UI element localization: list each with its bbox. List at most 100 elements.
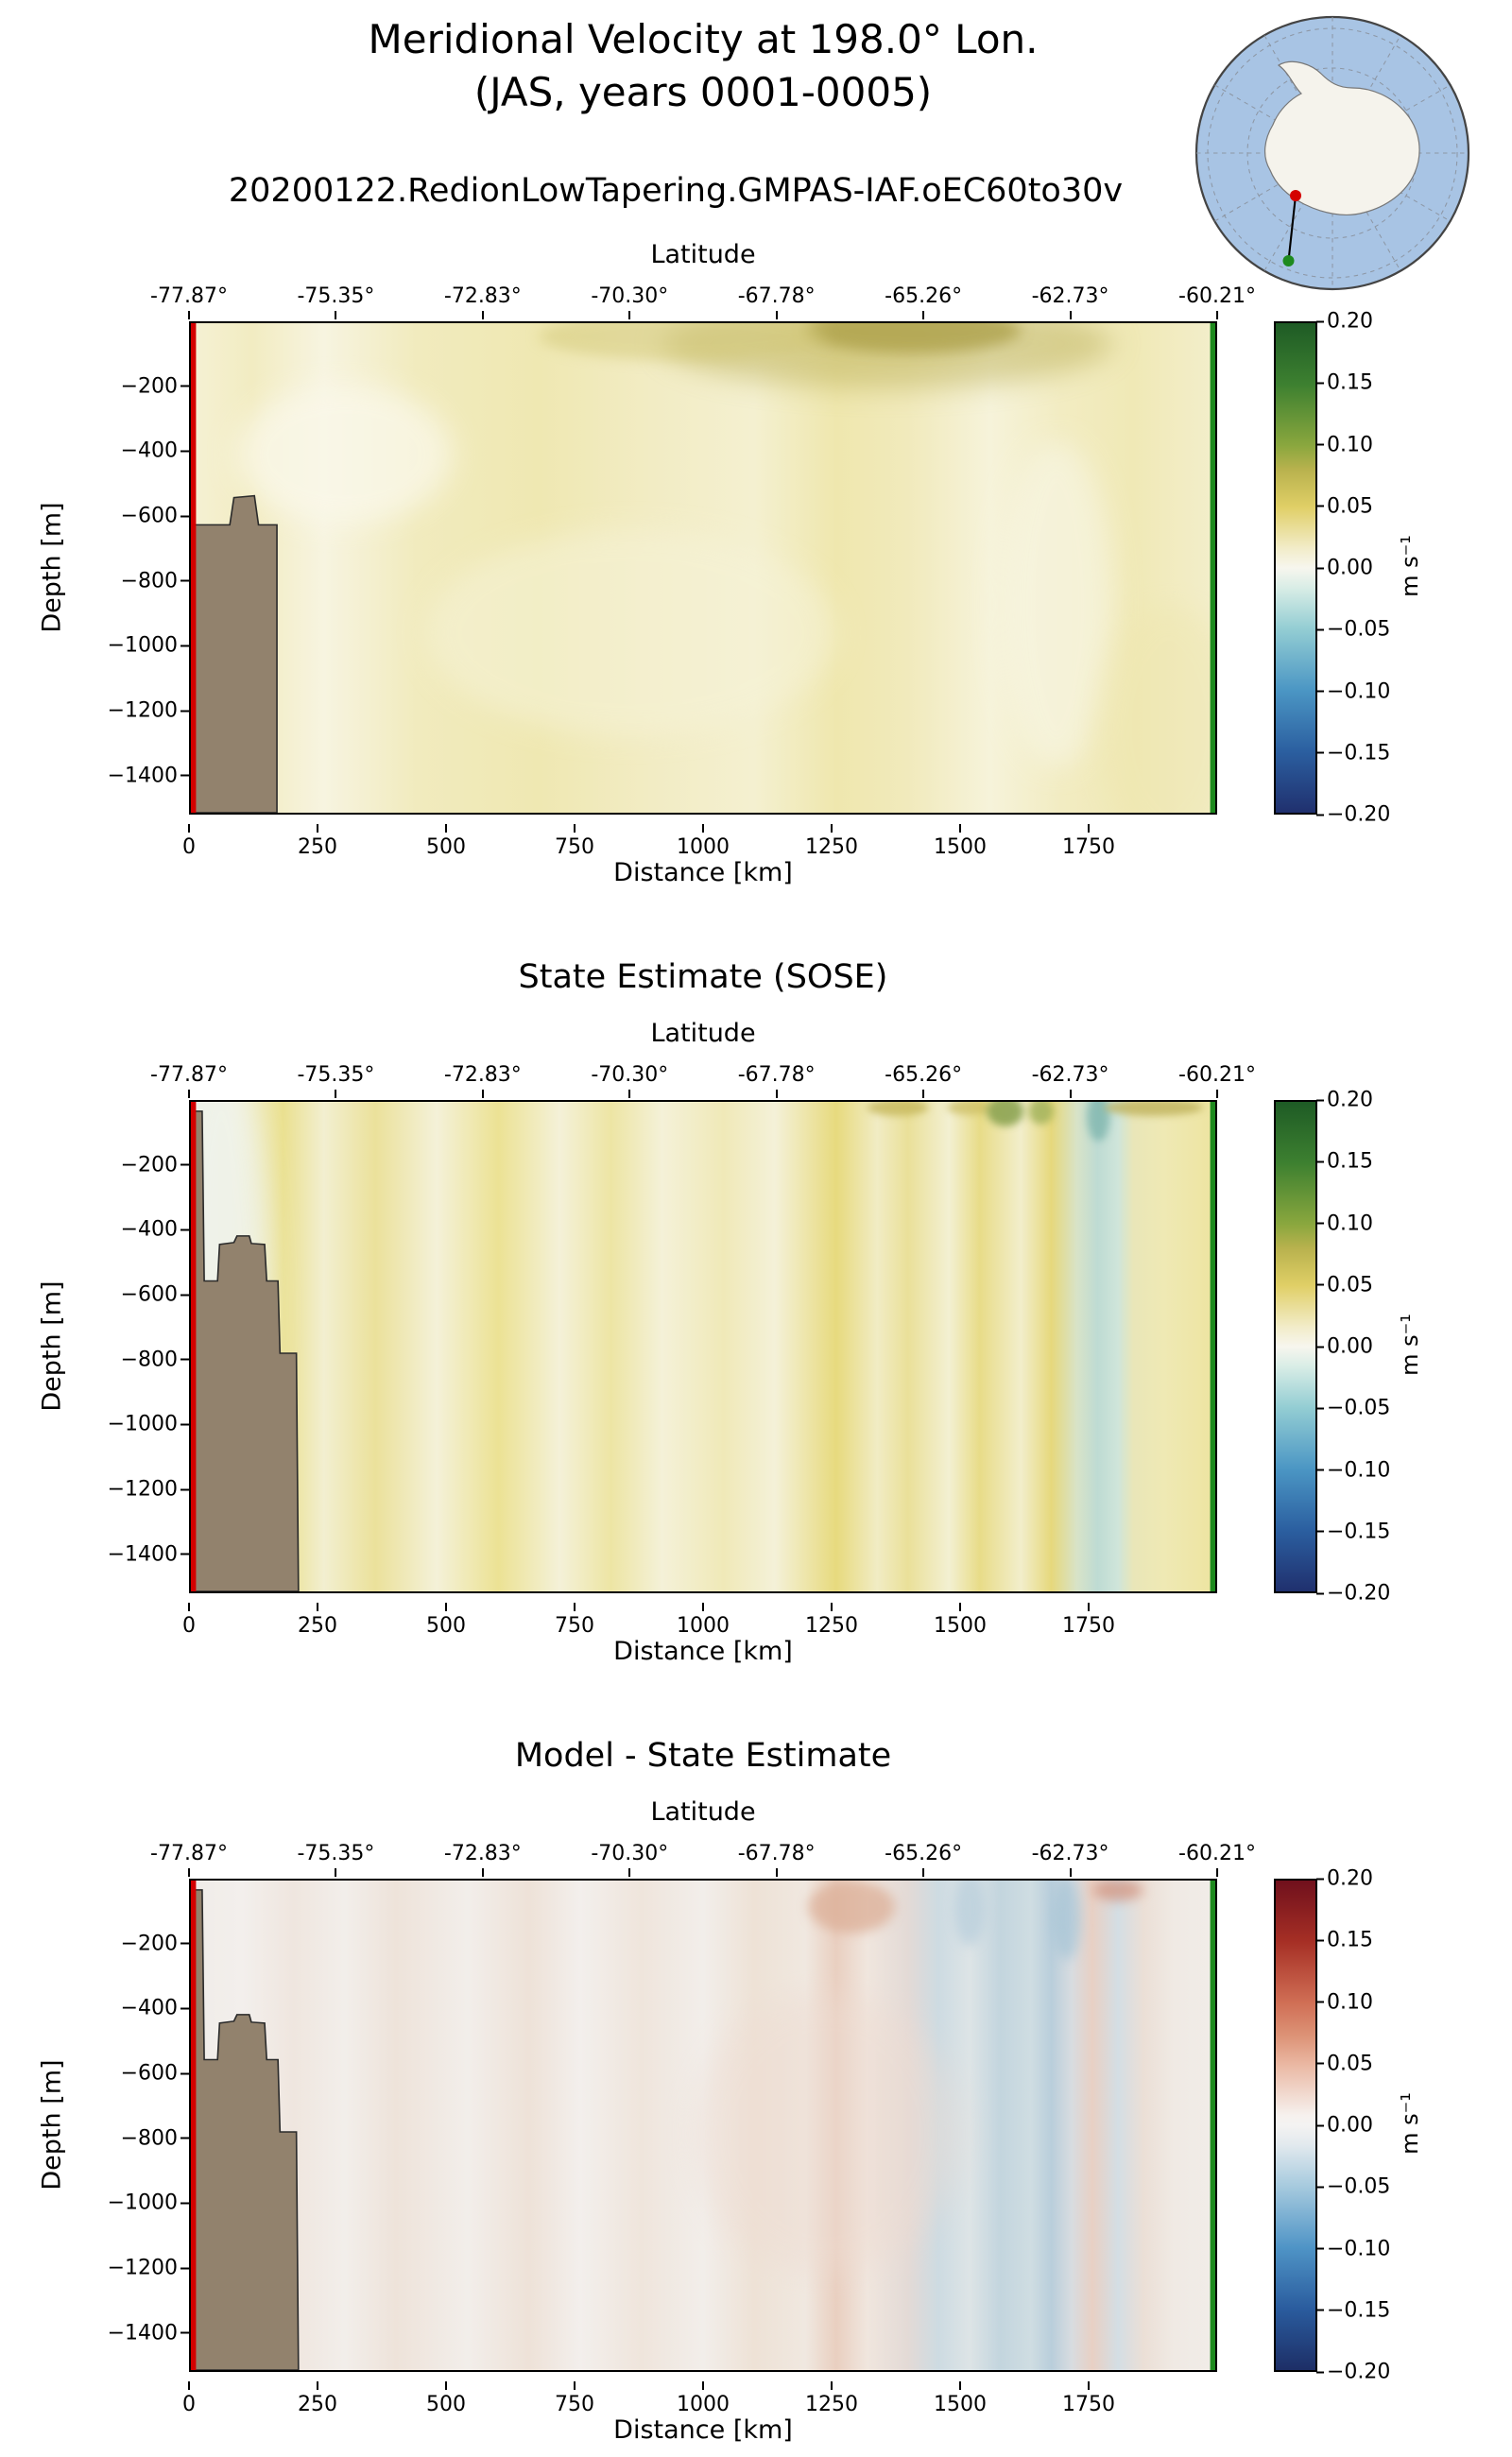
distance-tick-label: 1000 xyxy=(677,824,730,859)
distance-tick-label: 0 xyxy=(182,2381,196,2416)
depth-tick-label: −1200 xyxy=(107,1477,190,1502)
velocity-field-sose xyxy=(191,1102,1215,1591)
colorbar-tick-label: 0.05 xyxy=(1316,2052,1373,2076)
colorbar-tick-label: −0.15 xyxy=(1315,2298,1391,2323)
depth-tick-label: −400 xyxy=(120,1217,190,1242)
transect-line xyxy=(1287,195,1297,262)
depth-tick-label: −1200 xyxy=(107,2256,190,2280)
depth-axis-title-sose: Depth [m] xyxy=(37,1280,67,1412)
depth-tick-label: −600 xyxy=(120,1282,190,1307)
distance-tick-label: 1250 xyxy=(805,824,858,859)
latitude-tick-label: -75.35° xyxy=(297,1063,375,1098)
latitude-tick-label: -77.87° xyxy=(150,1063,228,1098)
colorbar-tick-label: 0.00 xyxy=(1316,2113,1373,2138)
distance-tick-label: 1750 xyxy=(1062,824,1115,859)
latitude-tick-label: -70.30° xyxy=(591,1842,669,1877)
colorbar-unit-diff: m s⁻¹ xyxy=(1397,2092,1423,2155)
transect-start-marker-line xyxy=(191,1881,197,2370)
latitude-tick-label: -70.30° xyxy=(591,1063,669,1098)
transect-start-dot xyxy=(1290,190,1301,201)
distance-tick-labels-diff: 0 250 500 750 1000 1250 1500 1750 xyxy=(182,2381,1217,2416)
distance-tick-label: 500 xyxy=(426,2381,466,2416)
transect-start-marker-line xyxy=(191,323,197,813)
colorbar-tick-label: −0.10 xyxy=(1315,2237,1391,2260)
depth-tick-label: −1000 xyxy=(107,2191,190,2215)
latitude-axis-title-sose: Latitude xyxy=(650,1019,756,1048)
latitude-tick-label: -70.30° xyxy=(591,284,669,319)
colorbar-tick-label: −0.05 xyxy=(1315,617,1391,642)
colorbar-tick-label: −0.05 xyxy=(1315,1396,1391,1420)
colorbar-tick-label: −0.15 xyxy=(1315,1520,1391,1544)
latitude-tick-label: -77.87° xyxy=(150,284,228,319)
distance-tick-label: 750 xyxy=(555,2381,594,2416)
latitude-tick-label: -62.73° xyxy=(1031,1063,1109,1098)
depth-tick-label: −200 xyxy=(120,374,190,399)
distance-tick-label: 0 xyxy=(182,824,196,859)
depth-tick-label: −200 xyxy=(120,1932,190,1956)
colorbar-tick-label: −0.20 xyxy=(1315,1581,1391,1606)
latitude-tick-label: -65.26° xyxy=(885,284,963,319)
depth-tick-label: −400 xyxy=(120,1996,190,2020)
bathymetry-sose xyxy=(191,1110,300,1591)
colorbar-tick-label: −0.05 xyxy=(1315,2174,1391,2199)
colorbar-unit-sose: m s⁻¹ xyxy=(1397,1314,1423,1376)
depth-tick-label: −800 xyxy=(120,1348,190,1372)
distance-tick-label: 750 xyxy=(555,824,594,859)
distance-tick-label: 1500 xyxy=(934,2381,987,2416)
colorbar-tick-labels-model: 0.20 0.15 0.10 0.05 0.00 −0.05 −0.10 −0.15 −0.20 xyxy=(1315,310,1421,827)
figure-title-line2: (JAS, years 0001-0005) xyxy=(473,69,933,115)
distance-tick-label: 1500 xyxy=(934,1603,987,1638)
depth-tick-label: −1200 xyxy=(107,698,190,723)
colorbar-tick-label: 0.15 xyxy=(1316,370,1373,395)
colorbar-tick-label: 0.10 xyxy=(1316,1990,1373,2014)
bathymetry-diff xyxy=(191,1889,300,2370)
latitude-tick-label: -62.73° xyxy=(1031,1842,1109,1877)
latitude-tick-label: -75.35° xyxy=(297,1842,375,1877)
latitude-tick-label: -72.83° xyxy=(443,284,522,319)
colorbar-model xyxy=(1274,321,1317,815)
transect-end-marker-line xyxy=(1210,1881,1215,2370)
depth-tick-label: −1000 xyxy=(107,1412,190,1436)
depth-tick-label: −400 xyxy=(120,438,190,463)
colorbar-tick-label: 0.15 xyxy=(1316,1149,1373,1174)
distance-tick-label: 1750 xyxy=(1062,2381,1115,2416)
colorbar-tick-labels-sose: 0.20 0.15 0.10 0.05 0.00 −0.05 −0.10 −0.15 −0.20 xyxy=(1315,1089,1421,1606)
transect-end-dot xyxy=(1282,255,1295,266)
latitude-tick-label: -60.21° xyxy=(1178,1063,1256,1098)
depth-tick-label: −1000 xyxy=(107,633,190,658)
colorbar-tick-label: −0.20 xyxy=(1315,2360,1391,2384)
bathymetry-model xyxy=(191,494,278,813)
depth-tick-label: −1400 xyxy=(107,2321,190,2345)
distance-tick-label: 250 xyxy=(298,1603,337,1638)
depth-axis-title-diff: Depth [m] xyxy=(37,2059,67,2191)
latitude-tick-labels-diff: -77.87° -75.35° -72.83° -70.30° -67.78° -65.2… xyxy=(150,1842,1256,1877)
latitude-tick-labels-model: -77.87° -75.35° -72.83° -70.30° -67.78° -65.2… xyxy=(150,284,1256,319)
antarctica-landmass xyxy=(1264,60,1420,215)
colorbar-tick-label: −0.20 xyxy=(1315,802,1391,827)
distance-tick-label: 1250 xyxy=(805,2381,858,2416)
distance-tick-label: 250 xyxy=(298,824,337,859)
distance-axis-title-model: Distance [km] xyxy=(613,858,793,887)
latitude-tick-label: -77.87° xyxy=(150,1842,228,1877)
colorbar-tick-label: −0.15 xyxy=(1315,741,1391,765)
transect-end-marker-line xyxy=(1210,1102,1215,1591)
depth-tick-label: −200 xyxy=(120,1153,190,1177)
distance-tick-label: 1000 xyxy=(677,1603,730,1638)
distance-tick-label: 250 xyxy=(298,2381,337,2416)
latitude-tick-label: -60.21° xyxy=(1178,284,1256,319)
distance-tick-label: 1000 xyxy=(677,2381,730,2416)
distance-tick-label: 0 xyxy=(182,1603,196,1638)
plot-area-model xyxy=(189,321,1217,815)
latitude-tick-label: -67.78° xyxy=(737,284,816,319)
colorbar-tick-label: 0.15 xyxy=(1316,1928,1373,1952)
latitude-tick-label: -62.73° xyxy=(1031,284,1109,319)
latitude-axis-title-diff: Latitude xyxy=(650,1797,756,1827)
depth-tick-label: −1400 xyxy=(107,1542,190,1567)
distance-tick-label: 1250 xyxy=(805,1603,858,1638)
distance-tick-label: 750 xyxy=(555,1603,594,1638)
distance-tick-label: 500 xyxy=(426,1603,466,1638)
depth-tick-labels-model: −200 −400 −600 −800 −1000 −1200 −1400 xyxy=(66,321,190,815)
colorbar-tick-label: 0.00 xyxy=(1316,556,1373,580)
latitude-tick-label: -65.26° xyxy=(885,1842,963,1877)
